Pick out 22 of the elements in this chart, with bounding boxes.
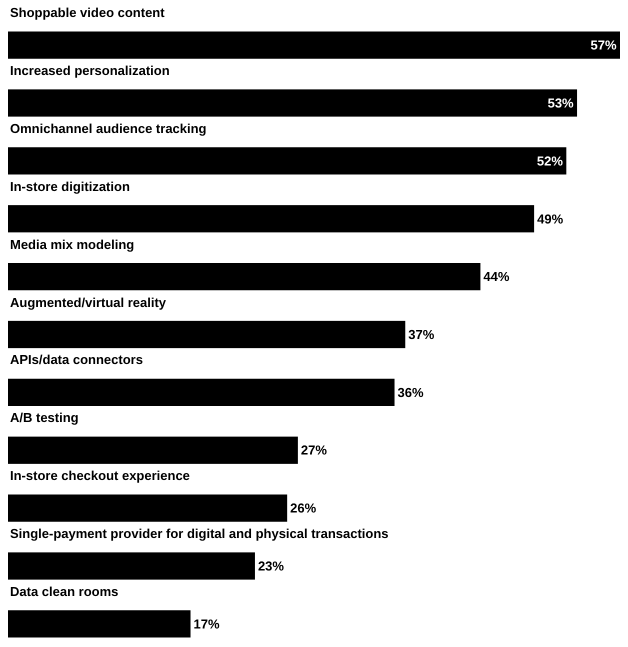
data-label: 53% bbox=[548, 96, 574, 111]
y-tick-label: Shoppable video content bbox=[10, 5, 166, 20]
data-label: 49% bbox=[537, 211, 564, 226]
y-tick-label: Media mix modeling bbox=[10, 237, 134, 252]
data-label: 52% bbox=[536, 153, 564, 168]
y-tick-label: Data clean rooms bbox=[10, 584, 118, 599]
y-tick-label: Increased personalization bbox=[10, 63, 170, 78]
data-label: 36% bbox=[398, 384, 424, 400]
data-label: 17% bbox=[194, 616, 220, 632]
y-tick-label: In-store checkout experience bbox=[10, 468, 190, 483]
data-label: 37% bbox=[408, 327, 435, 342]
data-label: 44% bbox=[483, 269, 510, 284]
data-label: 57% bbox=[590, 38, 617, 53]
y-tick-label: In-store digitization bbox=[10, 179, 130, 194]
data-label: 27% bbox=[300, 442, 328, 458]
y-tick-label: Omnichannel audience tracking bbox=[10, 121, 207, 136]
data-label: 23% bbox=[258, 558, 284, 574]
y-tick-label: Single-payment provider for digital and physical transactions bbox=[10, 526, 389, 541]
y-tick-label: Augmented/virtual reality bbox=[10, 295, 167, 310]
data-label: 26% bbox=[290, 500, 317, 516]
y-tick-label: APIs/data connectors bbox=[10, 352, 143, 367]
y-tick-label: A/B testing bbox=[10, 410, 79, 425]
